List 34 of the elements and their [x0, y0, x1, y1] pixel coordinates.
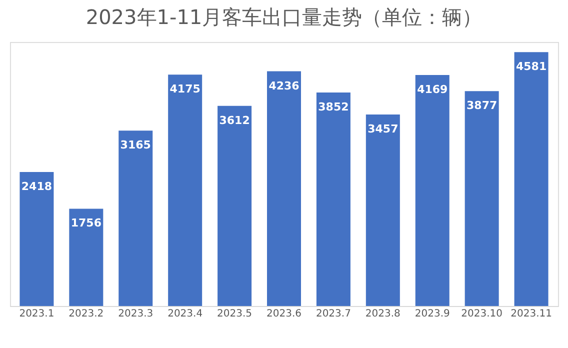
data-label: 3877	[466, 99, 498, 112]
bar	[267, 71, 301, 306]
data-label: 3852	[318, 100, 349, 114]
bar	[218, 106, 252, 306]
bar	[415, 74, 450, 306]
bar	[514, 52, 548, 306]
data-label: 3612	[219, 114, 250, 127]
x-tick-label: 2023.3	[118, 308, 154, 320]
data-label: 4581	[516, 60, 547, 74]
x-tick-label: 2023.7	[316, 308, 351, 320]
bar	[69, 208, 104, 306]
data-label: 4236	[268, 79, 300, 92]
data-label: 3165	[120, 138, 151, 152]
chart-title: 2023年1-11月客车出口量走势（单位：辆）	[86, 5, 482, 29]
x-tick-label: 2023.5	[217, 308, 252, 320]
data-label: 3457	[368, 122, 398, 136]
bar	[316, 92, 350, 306]
bar	[168, 74, 202, 306]
data-label: 4175	[170, 82, 200, 96]
x-tick-label: 2023.2	[68, 308, 104, 320]
bar	[118, 130, 153, 306]
bar	[464, 91, 499, 306]
x-tick-label: 2023.1	[19, 308, 54, 320]
x-tick-label: 2023.8	[365, 308, 400, 320]
x-tick-label: 2023.11	[510, 308, 552, 320]
data-label: 2418	[21, 180, 52, 194]
x-tick-label: 2023.9	[414, 308, 450, 320]
x-tick-label: 2023.4	[168, 308, 203, 320]
bar	[20, 172, 54, 306]
data-label: 1756	[70, 216, 102, 230]
bar	[366, 114, 400, 306]
x-tick-label: 2023.10	[461, 308, 503, 320]
data-label: 4169	[417, 82, 448, 96]
x-tick-label: 2023.6	[266, 308, 302, 320]
